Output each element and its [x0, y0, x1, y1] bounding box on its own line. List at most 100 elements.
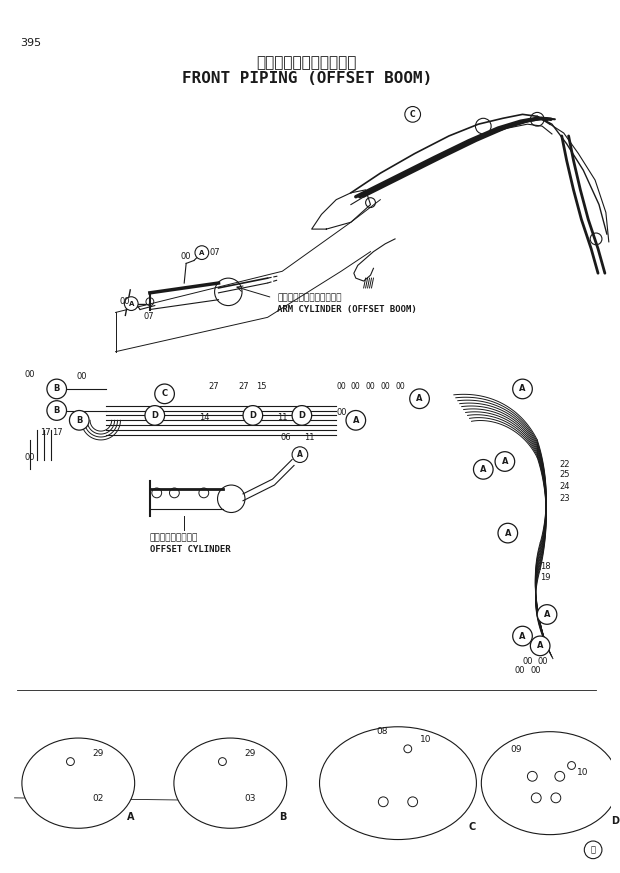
- Circle shape: [474, 459, 493, 479]
- Text: 27: 27: [209, 382, 219, 391]
- Text: 03: 03: [244, 794, 255, 803]
- Text: 19: 19: [540, 574, 551, 582]
- Text: B: B: [53, 384, 60, 394]
- Text: 09: 09: [511, 745, 522, 753]
- Text: A: A: [520, 631, 526, 641]
- Bar: [518, 766, 568, 787]
- Text: 18: 18: [540, 562, 551, 571]
- Text: A: A: [505, 528, 511, 538]
- Circle shape: [568, 761, 575, 769]
- Text: A: A: [480, 464, 487, 474]
- Text: 00: 00: [537, 656, 547, 665]
- Circle shape: [243, 406, 263, 425]
- Text: 00: 00: [180, 251, 191, 260]
- Text: A: A: [416, 395, 423, 403]
- Text: ARM CYLINDER (OFFSET BOOM): ARM CYLINDER (OFFSET BOOM): [277, 305, 417, 314]
- Text: A: A: [128, 300, 134, 306]
- Text: 02: 02: [92, 794, 104, 803]
- Bar: [366, 750, 388, 786]
- Text: 00: 00: [395, 382, 405, 391]
- Circle shape: [47, 379, 66, 399]
- Circle shape: [495, 451, 515, 471]
- Circle shape: [498, 523, 518, 543]
- Text: C: C: [162, 389, 167, 398]
- Ellipse shape: [481, 732, 619, 835]
- Circle shape: [125, 297, 138, 311]
- Text: 00: 00: [523, 656, 533, 665]
- Text: フロント配管（側溝掘）: フロント配管（側溝掘）: [257, 56, 357, 71]
- Circle shape: [195, 246, 209, 259]
- Text: FRONT PIPING (OFFSET BOOM): FRONT PIPING (OFFSET BOOM): [182, 72, 432, 86]
- Text: 00: 00: [336, 409, 347, 417]
- Text: 07: 07: [210, 248, 220, 258]
- Text: C: C: [410, 110, 415, 119]
- Text: 00: 00: [336, 382, 346, 391]
- Text: 22: 22: [560, 460, 570, 470]
- Text: 11: 11: [304, 433, 314, 442]
- Text: 17: 17: [52, 428, 63, 437]
- Text: B: B: [53, 406, 60, 415]
- Text: B: B: [280, 813, 286, 822]
- Bar: [368, 793, 418, 811]
- Ellipse shape: [174, 738, 286, 828]
- Circle shape: [145, 406, 164, 425]
- Text: A: A: [199, 250, 205, 256]
- Circle shape: [69, 410, 89, 430]
- Text: 00: 00: [24, 452, 35, 462]
- Text: 07: 07: [143, 313, 154, 321]
- Ellipse shape: [22, 738, 135, 828]
- Text: Ⓜ: Ⓜ: [591, 845, 596, 855]
- Circle shape: [530, 636, 550, 656]
- Text: 17: 17: [40, 428, 51, 437]
- Text: D: D: [249, 411, 256, 420]
- Text: 29: 29: [244, 749, 255, 758]
- Text: A: A: [297, 450, 303, 459]
- Text: 00: 00: [515, 666, 525, 676]
- Ellipse shape: [319, 726, 476, 840]
- Text: 29: 29: [92, 749, 104, 758]
- Text: アームシリンダ（側溝掘）: アームシリンダ（側溝掘）: [277, 293, 342, 302]
- Circle shape: [218, 758, 226, 766]
- Bar: [364, 746, 391, 790]
- Text: 10: 10: [420, 735, 431, 744]
- Text: D: D: [151, 411, 158, 420]
- Text: 27: 27: [238, 382, 249, 391]
- Text: D: D: [611, 816, 619, 827]
- Text: C: C: [469, 822, 476, 832]
- Circle shape: [513, 379, 533, 399]
- Text: オフセットシリンダ: オフセットシリンダ: [150, 533, 198, 542]
- Circle shape: [410, 389, 430, 409]
- Text: 00: 00: [380, 382, 390, 391]
- Circle shape: [513, 626, 533, 646]
- Text: 14: 14: [199, 413, 210, 423]
- Circle shape: [404, 745, 412, 753]
- Bar: [523, 791, 564, 805]
- Text: 24: 24: [560, 482, 570, 491]
- Text: 00: 00: [120, 297, 130, 306]
- Circle shape: [66, 758, 74, 766]
- Circle shape: [292, 406, 312, 425]
- Text: 06: 06: [280, 433, 291, 442]
- Circle shape: [155, 384, 174, 403]
- Text: 00: 00: [76, 372, 87, 382]
- Text: 00: 00: [351, 382, 361, 391]
- Circle shape: [292, 447, 308, 463]
- Text: 11: 11: [277, 413, 288, 423]
- Text: A: A: [544, 610, 551, 619]
- Text: A: A: [537, 642, 543, 650]
- Text: D: D: [298, 411, 306, 420]
- Circle shape: [405, 107, 420, 122]
- Text: 00: 00: [530, 666, 541, 676]
- Circle shape: [346, 410, 366, 430]
- Text: A: A: [353, 416, 359, 425]
- Text: 10: 10: [577, 768, 589, 777]
- Text: A: A: [127, 813, 135, 822]
- Circle shape: [537, 605, 557, 624]
- Text: 00: 00: [366, 382, 375, 391]
- Text: 23: 23: [560, 494, 570, 503]
- Text: 08: 08: [376, 727, 388, 736]
- Text: B: B: [76, 416, 82, 425]
- Text: A: A: [520, 384, 526, 394]
- Circle shape: [47, 401, 66, 420]
- Text: 395: 395: [20, 38, 42, 48]
